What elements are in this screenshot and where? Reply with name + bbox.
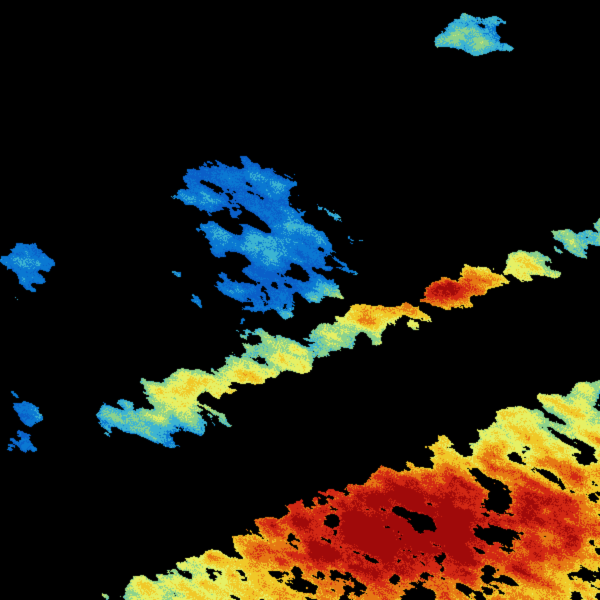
radar-reflectivity-image bbox=[0, 0, 600, 600]
